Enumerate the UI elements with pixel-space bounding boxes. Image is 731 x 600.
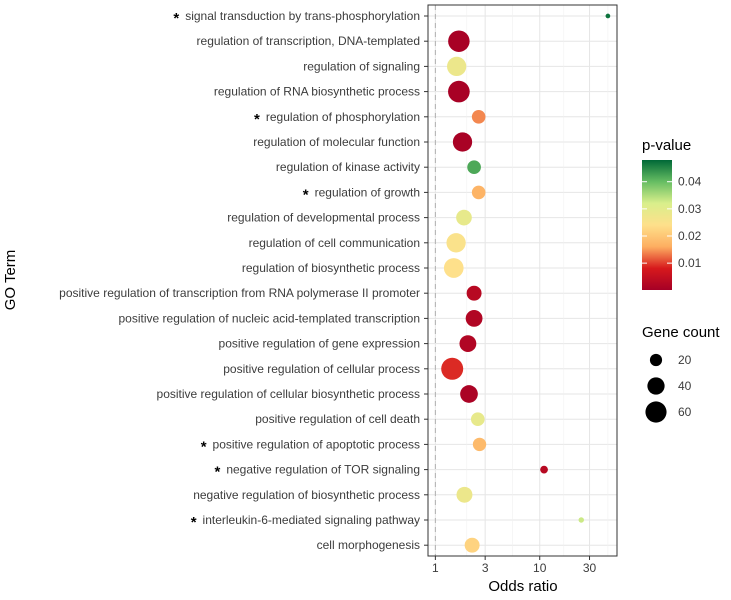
x-tick-label: 10 [533,561,547,575]
term-label: signal transduction by trans-phosphoryla… [185,9,420,23]
gene-count-legend: Gene count 20 40 60 [642,324,720,423]
significance-star: * [173,10,179,27]
term-label: positive regulation of cellular process [223,362,420,376]
size-key-circle [649,353,663,367]
size-key-label: 20 [678,353,692,367]
x-tick-label: 30 [583,561,597,575]
colorbar-label: 0.04 [678,175,702,189]
term-label: regulation of RNA biosynthetic process [214,85,420,99]
term-label: negative regulation of biosynthetic proc… [193,488,420,502]
data-point [470,412,485,427]
term-label: regulation of developmental process [227,211,420,225]
data-point [460,385,478,403]
term-label: negative regulation of TOR signaling [226,463,420,477]
data-point [465,309,483,327]
term-label: regulation of kinase activity [276,160,420,174]
data-point [459,335,477,353]
data-points [441,13,611,553]
p-value-legend: p-value 0.01 0.02 0.03 0.04 [642,137,702,290]
term-labels: signal transduction by trans-phosphoryla… [59,9,428,552]
data-point [447,56,467,77]
term-label: regulation of growth [315,185,420,199]
term-label: positive regulation of transcription fro… [59,286,420,300]
term-label: positive regulation of apoptotic process [213,437,420,451]
p-value-colorbar [642,160,672,290]
x-axis: 1 3 10 30 [432,556,597,575]
data-point [448,30,470,52]
data-point [448,80,470,103]
term-label: regulation of phosphorylation [266,110,420,124]
data-point [467,160,481,175]
data-point [443,258,464,278]
x-axis-title: Odds ratio [488,578,557,595]
gene-count-legend-title: Gene count [642,324,720,341]
size-key-circle [647,377,665,395]
data-point [578,517,584,523]
term-label: cell morphogenesis [317,538,420,552]
significance-star: * [191,514,197,531]
data-point [456,209,472,226]
data-point [464,537,480,553]
x-tick-label: 3 [482,561,489,575]
colorbar-label: 0.01 [678,256,702,270]
colorbar-label: 0.03 [678,202,702,216]
panel-border [427,4,618,557]
term-label: positive regulation of gene expression [219,337,420,351]
size-key-label: 60 [678,405,692,419]
data-point [452,132,473,152]
term-label: interleukin-6-mediated signaling pathway [203,513,420,527]
size-key-circle [645,401,667,423]
data-point [540,465,548,474]
y-axis-title: GO Term [2,250,19,311]
data-point [441,357,464,380]
p-value-legend-title: p-value [642,137,691,154]
term-label: regulation of cell communication [249,236,420,250]
term-label: positive regulation of cellular biosynth… [157,387,420,401]
data-point [466,285,482,301]
data-point [471,109,486,124]
term-label: regulation of molecular function [253,135,420,149]
term-label: regulation of biosynthetic process [242,261,420,275]
term-label: regulation of signaling [303,59,420,73]
data-point [472,437,487,452]
data-point [456,486,473,503]
colorbar-label: 0.02 [678,229,702,243]
x-tick-label: 1 [432,561,439,575]
term-label: regulation of transcription, DNA-templat… [197,34,420,48]
size-key-label: 40 [678,379,692,393]
significance-star: * [254,111,260,128]
significance-star: * [303,186,309,203]
data-point [605,13,611,19]
term-label: positive regulation of nucleic acid-temp… [119,311,421,325]
data-point [446,233,466,253]
significance-star: * [214,464,220,481]
significance-star: * [201,438,207,455]
data-point [471,185,486,200]
term-label: positive regulation of cell death [255,412,420,426]
